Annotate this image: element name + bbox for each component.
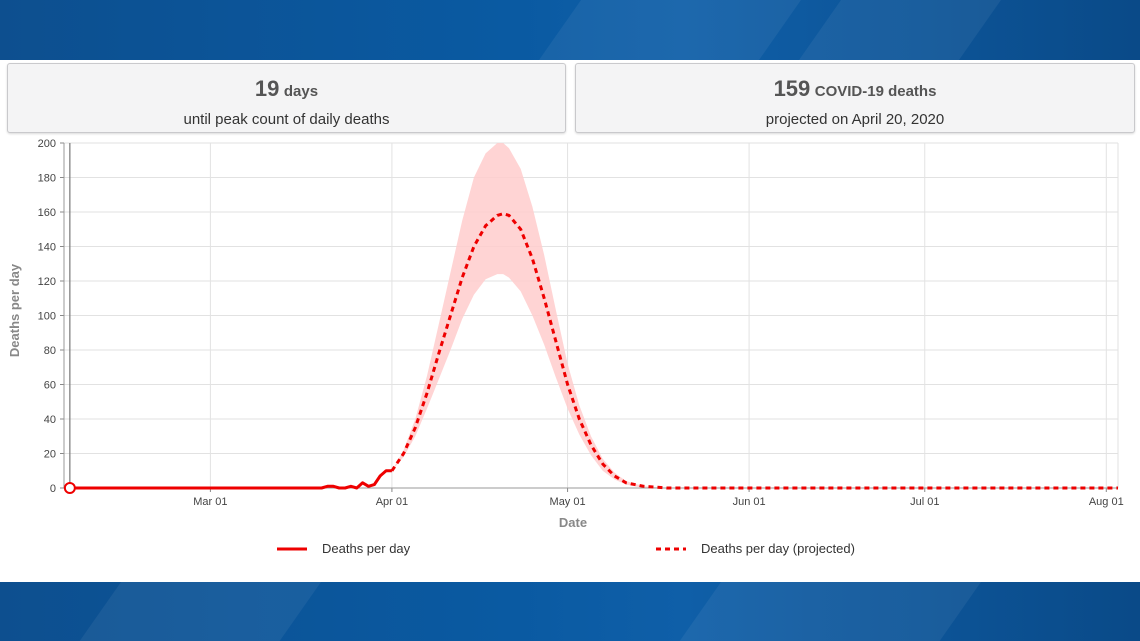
actual-deaths-line (69, 469, 392, 490)
peak-deaths-card: 159 COVID-19 deaths projected on April 2… (575, 63, 1135, 133)
y-tick-label: 80 (44, 345, 56, 357)
tick-labels: 0 20 40 60 80 100 120 140 160 180 200 Mar 01 Apr 01 M… (38, 138, 1124, 508)
uncertainty-band (391, 143, 668, 488)
legend-label-projected: Deaths per day (projected) (701, 541, 855, 556)
projected-deaths-line (390, 212, 1118, 490)
peak-deaths-subtitle: projected on April 20, 2020 (765, 111, 945, 128)
days-until-peak-subtitle: until peak count of daily deaths (183, 111, 390, 128)
grid-lines (64, 142, 1119, 489)
y-tick-label: 60 (44, 380, 56, 392)
y-tick-label: 160 (38, 207, 56, 219)
days-until-peak-card: 19 days until peak count of daily deaths (7, 63, 566, 133)
x-tick-label: Aug 01 (1089, 496, 1124, 508)
peak-deaths-unit-label: COVID-19 deaths (814, 83, 937, 100)
banner-facet (71, 582, 329, 641)
y-tick-label: 100 (38, 311, 56, 323)
x-tick-label: May 01 (550, 496, 586, 508)
bottom-banner (0, 582, 1140, 641)
legend-label-actual: Deaths per day (322, 541, 411, 556)
y-tick-label: 0 (50, 483, 56, 495)
x-axis-title: Date (559, 515, 587, 530)
y-tick-label: 20 (44, 449, 56, 461)
days-until-peak-number: 19 (254, 76, 280, 101)
days-unit-label: days (283, 83, 319, 100)
chart-legend: Deaths per day Deaths per day (projected… (277, 541, 855, 556)
y-tick-label: 140 (38, 242, 56, 254)
x-tick-label: Apr 01 (376, 496, 408, 508)
x-tick-label: Jul 01 (910, 496, 939, 508)
dashboard-panel: 19 days until peak count of daily deaths… (0, 60, 1140, 582)
top-banner (0, 0, 1140, 60)
y-tick-label: 180 (38, 173, 56, 185)
banner-facet (671, 582, 989, 641)
series-lines (63, 212, 1118, 494)
peak-deaths-number: 159 (773, 76, 811, 101)
today-marker-dot (63, 482, 76, 494)
y-tick-label: 40 (44, 414, 56, 426)
deaths-chart: 0 20 40 60 80 100 120 140 160 180 200 Mar 01 Apr 01 M… (7, 138, 1124, 556)
y-tick-label: 120 (38, 276, 56, 288)
y-tick-label: 200 (38, 138, 56, 150)
x-tick-label: Mar 01 (193, 496, 227, 508)
y-axis-title: Deaths per day (7, 263, 22, 357)
x-tick-label: Jun 01 (733, 496, 766, 508)
